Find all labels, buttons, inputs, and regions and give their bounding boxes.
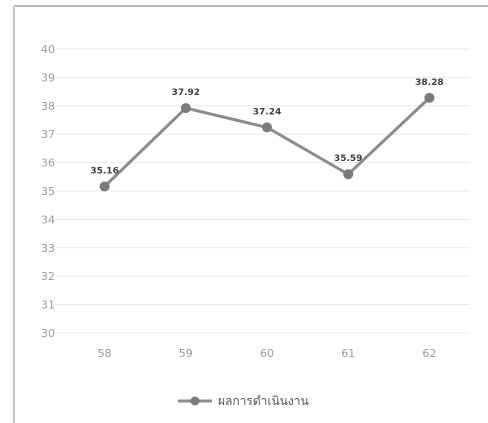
y-tick-label-35: 35 xyxy=(41,185,55,198)
data-point-59 xyxy=(180,103,191,114)
y-axis-tick-labels: 30 31 32 33 34 35 36 37 38 39 40 xyxy=(41,43,55,340)
y-tick-label-39: 39 xyxy=(41,71,55,84)
legend-marker-swatch xyxy=(190,396,200,406)
legend-series-name: ผลการดำเนินงาน xyxy=(218,394,309,408)
data-labels: 35.16 37.92 37.24 35.59 38.28 xyxy=(90,78,443,177)
data-point-62 xyxy=(424,92,435,103)
data-label-58: 35.16 xyxy=(90,166,118,176)
data-label-60: 37.24 xyxy=(253,107,281,117)
y-tick-label-37: 37 xyxy=(41,128,55,141)
x-tick-label-62: 62 xyxy=(422,347,436,360)
x-tick-label-61: 61 xyxy=(341,347,355,360)
y-tick-label-32: 32 xyxy=(41,270,55,283)
data-point-58 xyxy=(99,181,110,192)
y-tick-label-31: 31 xyxy=(41,299,55,312)
y-tick-label-36: 36 xyxy=(41,157,55,170)
x-tick-label-59: 59 xyxy=(179,347,193,360)
y-tick-label-40: 40 xyxy=(41,43,55,56)
data-label-61: 35.59 xyxy=(334,154,362,164)
data-label-59: 37.92 xyxy=(172,88,200,98)
series-markers xyxy=(99,92,435,192)
y-tick-label-34: 34 xyxy=(41,213,55,226)
legend: ผลการดำเนินงาน xyxy=(178,394,309,408)
x-tick-label-58: 58 xyxy=(98,347,112,360)
data-point-61 xyxy=(343,169,354,180)
y-tick-label-33: 33 xyxy=(41,242,55,255)
x-tick-label-60: 60 xyxy=(260,347,274,360)
y-tick-label-30: 30 xyxy=(41,327,55,340)
x-axis-tick-labels: 58 59 60 61 62 xyxy=(98,347,437,360)
gridlines xyxy=(56,48,470,334)
y-tick-label-38: 38 xyxy=(41,100,55,113)
data-point-60 xyxy=(262,122,272,133)
data-label-62: 38.28 xyxy=(415,78,443,88)
